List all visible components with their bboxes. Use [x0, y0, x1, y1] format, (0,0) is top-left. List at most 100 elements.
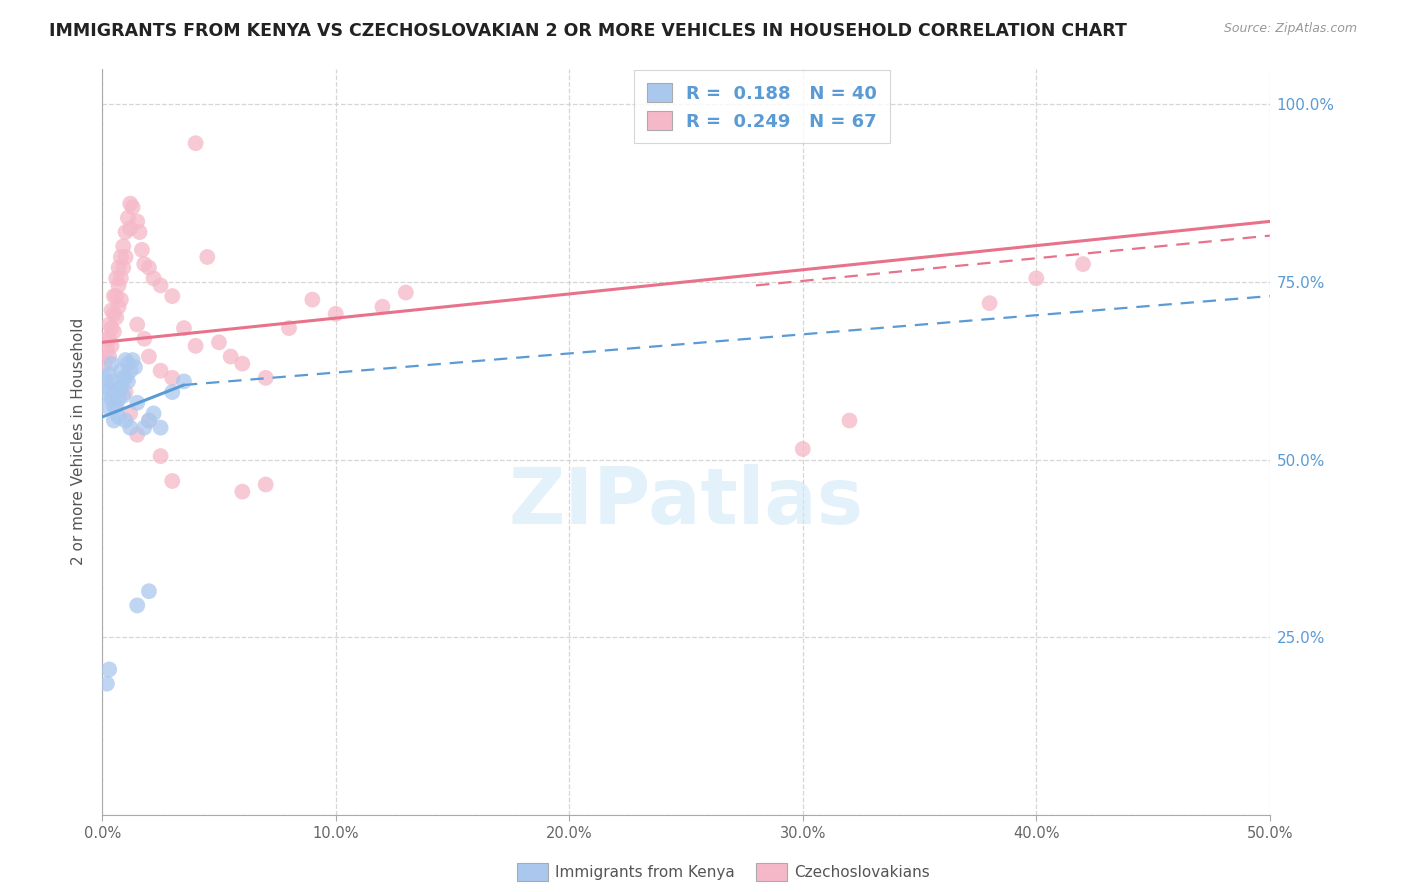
Point: [231, 357, 253, 371]
Point: [371, 300, 394, 314]
Point: [134, 332, 156, 346]
Point: [114, 225, 136, 239]
Point: [98, 368, 121, 382]
Point: [105, 271, 128, 285]
Point: [103, 325, 125, 339]
Point: [100, 392, 122, 407]
Point: [149, 449, 172, 463]
Point: [127, 318, 149, 332]
Point: [107, 278, 129, 293]
Point: [792, 442, 814, 456]
Point: [110, 293, 132, 307]
Point: [114, 353, 136, 368]
Point: [112, 239, 135, 253]
Point: [105, 382, 128, 396]
Point: [107, 409, 129, 424]
Point: [112, 260, 135, 275]
Point: [114, 413, 136, 427]
Point: [231, 484, 253, 499]
Point: [121, 200, 143, 214]
Point: [100, 321, 122, 335]
Point: [98, 332, 121, 346]
Point: [117, 211, 139, 225]
Point: [98, 350, 121, 364]
Point: [301, 293, 323, 307]
Point: [127, 599, 149, 613]
Point: [124, 360, 146, 375]
Point: [149, 278, 172, 293]
Point: [142, 271, 165, 285]
Point: [162, 371, 184, 385]
Point: [120, 420, 142, 434]
Point: [105, 400, 128, 414]
Text: ZIPatlas: ZIPatlas: [509, 464, 863, 540]
Point: [395, 285, 418, 300]
Point: [103, 289, 125, 303]
Point: [838, 413, 860, 427]
Point: [134, 420, 156, 434]
Point: [107, 260, 129, 275]
Point: [979, 296, 1001, 310]
Point: [162, 289, 184, 303]
Point: [120, 221, 142, 235]
Point: [149, 420, 172, 434]
Point: [114, 250, 136, 264]
Point: [195, 250, 218, 264]
Point: [278, 321, 301, 335]
Point: [96, 332, 118, 346]
Text: IMMIGRANTS FROM KENYA VS CZECHOSLOVAKIAN 2 OR MORE VEHICLES IN HOUSEHOLD CORRELA: IMMIGRANTS FROM KENYA VS CZECHOSLOVAKIAN…: [49, 22, 1128, 40]
Point: [120, 406, 142, 420]
Point: [1025, 271, 1047, 285]
Point: [138, 260, 160, 275]
Point: [100, 375, 122, 389]
Point: [120, 196, 142, 211]
Point: [93, 357, 115, 371]
Point: [100, 303, 122, 318]
Point: [325, 307, 347, 321]
Point: [100, 357, 122, 371]
Point: [219, 350, 242, 364]
Point: [138, 413, 160, 427]
Point: [128, 225, 150, 239]
Point: [103, 385, 125, 400]
Point: [184, 339, 207, 353]
Point: [98, 662, 121, 676]
Point: [127, 396, 149, 410]
Point: [105, 289, 128, 303]
Point: [120, 364, 142, 378]
Text: Source: ZipAtlas.com: Source: ZipAtlas.com: [1223, 22, 1357, 36]
Point: [134, 257, 156, 271]
Point: [149, 364, 172, 378]
Point: [112, 389, 135, 403]
Point: [96, 385, 118, 400]
Point: [107, 392, 129, 407]
Point: [110, 250, 132, 264]
Point: [103, 413, 125, 427]
Point: [127, 214, 149, 228]
Point: [112, 371, 135, 385]
Text: Immigrants from Kenya: Immigrants from Kenya: [555, 865, 735, 880]
Point: [138, 584, 160, 599]
Point: [117, 375, 139, 389]
Point: [103, 400, 125, 414]
Point: [208, 335, 231, 350]
Point: [131, 243, 153, 257]
Point: [162, 385, 184, 400]
Point: [114, 371, 136, 385]
Point: [173, 375, 195, 389]
Point: [121, 353, 143, 368]
Text: Czechoslovakians: Czechoslovakians: [794, 865, 931, 880]
Y-axis label: 2 or more Vehicles in Household: 2 or more Vehicles in Household: [72, 318, 86, 566]
Point: [127, 427, 149, 442]
Point: [110, 271, 132, 285]
Point: [96, 343, 118, 357]
Point: [173, 321, 195, 335]
Point: [138, 350, 160, 364]
Point: [98, 318, 121, 332]
Point: [100, 339, 122, 353]
Point: [105, 310, 128, 325]
Legend: R =  0.188   N = 40, R =  0.249   N = 67: R = 0.188 N = 40, R = 0.249 N = 67: [634, 70, 890, 144]
Point: [114, 385, 136, 400]
Point: [162, 474, 184, 488]
Point: [1071, 257, 1094, 271]
